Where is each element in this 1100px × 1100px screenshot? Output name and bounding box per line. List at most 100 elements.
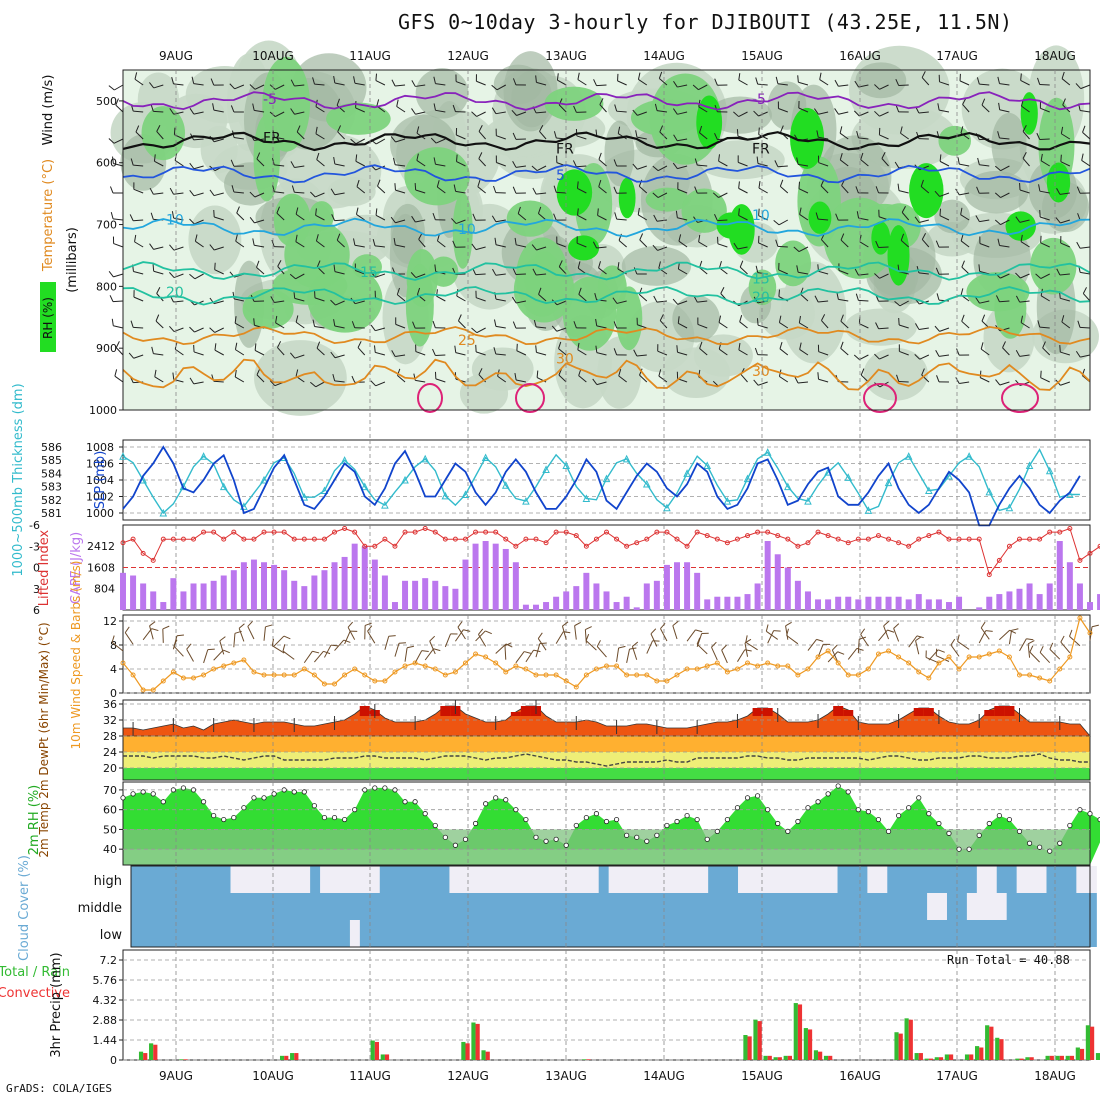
- rh-marker: [946, 830, 952, 836]
- upper-wind-barb: [859, 241, 869, 248]
- cloud-cell-low: [1036, 920, 1048, 947]
- upper-wind-barb: [193, 138, 204, 141]
- wind-barb: [596, 646, 607, 658]
- upper-wind-barb-flag: [376, 99, 380, 107]
- li-marker: [271, 529, 277, 535]
- cloud-cell-low: [807, 920, 819, 947]
- upper-wind-barb-flag: [755, 265, 759, 273]
- upper-wind-barb-flag: [1002, 341, 1006, 348]
- li-marker: [332, 529, 338, 535]
- upper-wind-barb-flag: [353, 238, 356, 246]
- temp-tick-label: 28: [103, 730, 117, 743]
- upper-wind-barb: [577, 79, 587, 86]
- temp-frame: [122, 699, 1091, 781]
- upper-wind-barb: [596, 84, 607, 87]
- upper-wind-barb-flag: [169, 326, 175, 332]
- rh-marker: [714, 828, 720, 835]
- cloud-cell-low: [519, 920, 530, 947]
- upper-wind-barb: [921, 77, 930, 86]
- wind-barb: [561, 625, 567, 640]
- wind-speed-marker: [573, 684, 579, 690]
- upper-wind-barb: [699, 267, 708, 275]
- li-marker: [835, 536, 841, 542]
- upper-wind-barb: [919, 354, 930, 360]
- upper-wind-barb: [577, 349, 587, 356]
- rh-marker: [231, 814, 237, 821]
- upper-wind-barb: [578, 294, 587, 302]
- upper-wind-barb: [657, 192, 668, 198]
- li-marker: [604, 529, 609, 535]
- precip-rain-bar: [384, 1054, 390, 1060]
- upper-wind-barb-flag: [1081, 153, 1084, 161]
- wind-barb-flag: [111, 635, 115, 643]
- li-marker: [221, 536, 227, 542]
- upper-wind-barb: [918, 272, 929, 275]
- cloud-cell-high: [628, 866, 640, 893]
- rh-field-green: [242, 288, 294, 330]
- cloud-cell-high: [996, 866, 1008, 893]
- cloud-cell-middle: [469, 893, 480, 920]
- upper-wind-barb: [677, 165, 688, 170]
- wind-barb-flag: [985, 630, 993, 632]
- cloud-cell-low: [140, 920, 152, 947]
- upper-wind-barb-flag: [373, 345, 376, 353]
- upper-wind-barb-flag: [961, 314, 965, 322]
- upper-wind-barb-flag: [712, 192, 719, 198]
- precip-total-bar: [582, 1059, 587, 1060]
- cloud-cell-middle: [1086, 893, 1097, 920]
- upper-wind-barb: [437, 186, 446, 194]
- cloud-cell-low: [379, 920, 391, 947]
- upper-wind-barb: [677, 84, 688, 88]
- upper-wind-barb-flag: [773, 219, 780, 226]
- upper-wind-barb-flag: [531, 244, 537, 251]
- rh-field-dark: [604, 120, 635, 187]
- upper-wind-barb: [336, 239, 345, 248]
- upper-wind-barb: [757, 300, 768, 304]
- cape-bar: [402, 580, 409, 610]
- li-marker: [311, 536, 317, 542]
- isotherm-35-pocket: [863, 383, 897, 413]
- wind-barb: [247, 626, 255, 640]
- thickness-tick-label: 581: [41, 507, 62, 520]
- upper-wind-barb: [536, 192, 547, 195]
- upper-wind-barb: [375, 327, 386, 332]
- rh-marker: [855, 807, 861, 813]
- upper-wind-barb-flag: [370, 380, 377, 387]
- cloud-cell-middle: [1006, 893, 1018, 920]
- rh-field-bright: [1046, 162, 1071, 203]
- li-marker: [976, 536, 982, 542]
- upper-wind-barb-flag: [471, 111, 478, 117]
- cloud-cell-low: [1066, 920, 1077, 947]
- thickness-marker: [602, 474, 611, 483]
- upper-wind-barb-flag: [295, 369, 299, 377]
- precip-rain-bar: [1019, 1058, 1024, 1060]
- wind-speed-marker: [815, 654, 821, 660]
- cape-bar: [150, 591, 157, 610]
- cape-bar: [291, 580, 298, 610]
- date-axis: 9AUG9AUG10AUG10AUG11AUG11AUG12AUG12AUG13…: [159, 49, 1076, 1083]
- upper-wind-barb: [435, 163, 446, 167]
- upper-wind-barb-flag: [351, 375, 356, 383]
- upper-wind-barb: [939, 327, 950, 332]
- li-marker: [573, 533, 579, 539]
- upper-wind-barb: [1042, 347, 1051, 356]
- wind-speed-marker: [1016, 672, 1022, 678]
- wind-barb-flag: [124, 626, 130, 633]
- isotherm-35-pocket: [515, 383, 545, 413]
- precip-total-bar: [763, 1055, 768, 1060]
- wind-barb: [711, 647, 718, 661]
- upper-wind-barb: [316, 347, 325, 356]
- wind-speed-marker: [583, 672, 589, 678]
- wind-barb: [883, 625, 890, 640]
- cloud-cell-middle: [668, 893, 679, 920]
- upper-wind-barb: [838, 269, 849, 275]
- cloud-cell-high: [678, 866, 689, 893]
- wind-barb: [686, 629, 696, 642]
- precip-rain-bar: [183, 1059, 188, 1060]
- wind-barb-flag: [312, 650, 320, 654]
- rh-marker: [724, 816, 730, 823]
- wind-speed-marker: [231, 660, 237, 666]
- cloud-cell-middle: [658, 893, 669, 920]
- footer-credit: GrADS: COLA/IGES: [6, 1082, 112, 1095]
- upper-wind-barb-flag: [1038, 184, 1041, 192]
